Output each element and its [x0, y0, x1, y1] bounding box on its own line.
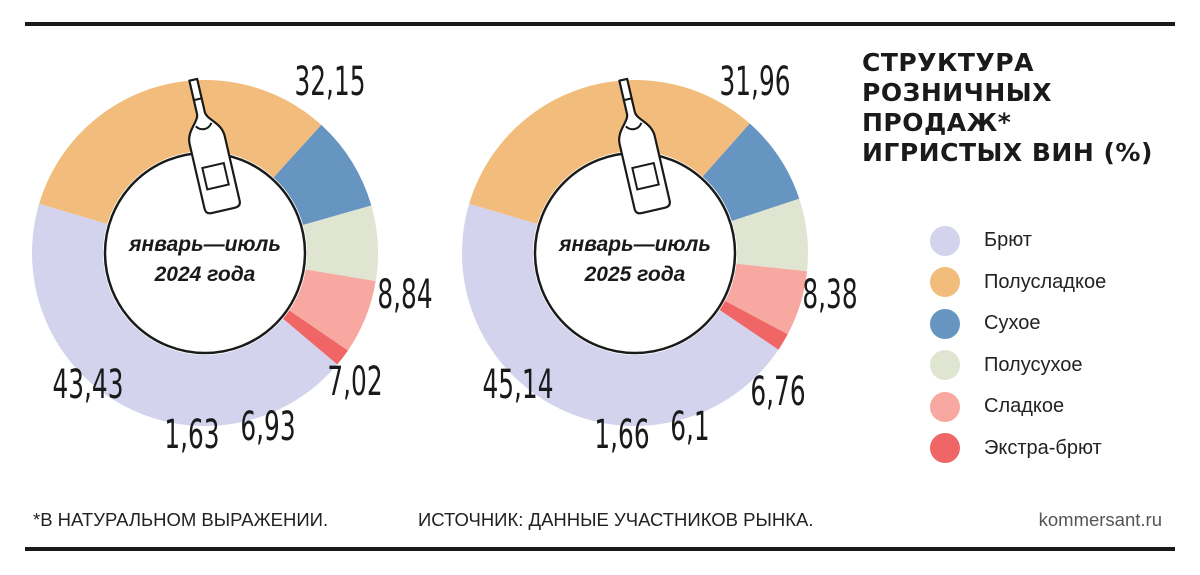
- donut-1-segment-6: [32, 203, 338, 426]
- donut-1-segment-1: [39, 79, 322, 225]
- donut-2-value-label-3: 6,76: [750, 368, 805, 415]
- legend-item-extra-brut: Экстра-брют: [930, 428, 1106, 470]
- legend-swatch-extra-brut: [930, 433, 960, 464]
- donut-1-center-label-2: 2024 года: [154, 263, 256, 286]
- legend-label-extra-brut: Экстра-брют: [984, 436, 1102, 459]
- legend-item-sweet: Сладкое: [930, 386, 1106, 428]
- bottle-icon: [618, 77, 671, 215]
- chart-title: СТРУКТУРА РОЗНИЧНЫХ ПРОДАЖ* ИГРИСТЫХ ВИН…: [862, 48, 1182, 168]
- donut-1-value-label-3: 7,02: [327, 358, 382, 405]
- legend-item-dry: Сухое: [930, 303, 1106, 345]
- donut-2-center-label-1: январь—июль: [558, 233, 711, 256]
- donut-2-segment-6: [462, 203, 779, 426]
- legend-label-semi-dry: Полусухое: [984, 353, 1083, 376]
- legend-item-brut: Брют: [930, 220, 1106, 262]
- donut-1-segment-2: [273, 124, 372, 225]
- top-rule: [25, 22, 1175, 26]
- donut-1-value-label-2: 8,84: [377, 271, 432, 318]
- donut-2-value-label-2: 8,38: [802, 271, 857, 318]
- donut-2-center-label-2: 2025 года: [584, 263, 686, 286]
- donut-1-segment-3: [303, 205, 378, 282]
- legend-label-semi-sweet: Полусладкое: [984, 270, 1107, 293]
- legend-swatch-semi-dry: [930, 350, 960, 381]
- donut-2-value-label-1: 31,96: [720, 58, 791, 105]
- legend: Брют Полусладкое Сухое Полусухое Сладкое…: [930, 220, 1106, 469]
- legend-swatch-dry: [930, 308, 960, 339]
- donut-2-segment-4: [725, 263, 808, 335]
- legend-label-dry: Сухое: [984, 312, 1041, 335]
- donut-2-segment-1: [469, 80, 750, 225]
- donut-1-value-label-1: 32,15: [295, 58, 366, 105]
- donut-charts: январь—июль 2024 года 32,15 8,84 7,02 6,93 1,6…: [32, 58, 858, 458]
- legend-item-semi-sweet: Полусладкое: [930, 262, 1106, 304]
- legend-swatch-brut: [930, 225, 960, 256]
- legend-label-brut: Брют: [984, 229, 1032, 252]
- bottle-icon: [188, 77, 241, 215]
- donut-2-segment-5: [719, 300, 788, 350]
- legend-swatch-sweet: [930, 391, 960, 422]
- donut-1-segment-4: [289, 269, 376, 351]
- donut-2-segment-3: [731, 198, 808, 272]
- bottom-rule: [25, 547, 1175, 551]
- donut-1-value-label-5: 1,63: [164, 411, 219, 458]
- title-line-2: РОЗНИЧНЫХ: [862, 78, 1052, 107]
- site-credit: kommersant.ru: [1038, 509, 1162, 530]
- donut-2-segment-2: [702, 123, 800, 222]
- donut-2-value-label-6: 45,14: [483, 361, 554, 408]
- source-note: ИСТОЧНИК: ДАННЫЕ УЧАСТНИКОВ РЫНКА.: [418, 509, 814, 530]
- donut-2-value-label-5: 1,66: [594, 411, 649, 458]
- title-line-3: ПРОДАЖ*: [862, 108, 1012, 137]
- footnote: *В НАТУРАЛЬНОМ ВЫРАЖЕНИИ.: [33, 509, 329, 530]
- donut-1-segment-5: [282, 310, 348, 365]
- donut-2-value-label-4: 6,1: [670, 403, 709, 450]
- title-line-4: ИГРИСТЫХ ВИН (%): [862, 138, 1153, 167]
- legend-label-sweet: Сладкое: [984, 395, 1065, 418]
- donut-1-value-label-6: 43,43: [53, 361, 124, 408]
- donut-1-center-label-1: январь—июль: [128, 233, 281, 256]
- legend-item-semi-dry: Полусухое: [930, 345, 1106, 387]
- donut-1-value-label-4: 6,93: [240, 403, 295, 450]
- title-line-1: СТРУКТУРА: [862, 48, 1034, 77]
- legend-swatch-semi-sweet: [930, 267, 960, 298]
